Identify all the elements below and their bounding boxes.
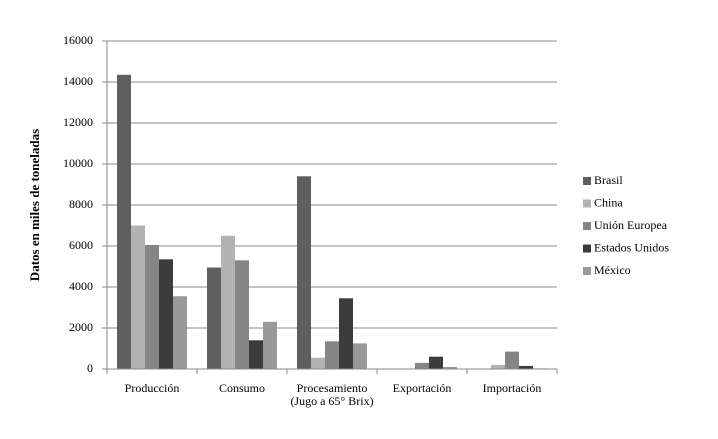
bar — [173, 296, 187, 369]
legend-swatch — [583, 244, 591, 253]
bar — [353, 343, 367, 369]
y-tick-label: 4000 — [69, 279, 93, 293]
y-tick-label: 0 — [87, 361, 93, 375]
bar — [429, 356, 443, 369]
y-tick-label: 16000 — [63, 33, 93, 47]
y-tick-label: 8000 — [69, 197, 93, 211]
bar — [207, 267, 221, 369]
bar — [519, 365, 533, 369]
legend-swatch — [583, 222, 591, 230]
legend-label: China — [594, 195, 623, 209]
bar — [505, 351, 519, 369]
bar — [221, 235, 235, 369]
legend-swatch — [583, 177, 591, 185]
y-axis-title: Datos en miles de toneladas — [27, 129, 42, 281]
y-tick-label: 6000 — [69, 238, 93, 252]
x-tick-label: Consumo — [219, 381, 265, 395]
legend-swatch — [583, 199, 591, 208]
y-tick-label: 12000 — [63, 115, 93, 129]
x-tick-label: Importación — [483, 381, 542, 395]
bar — [263, 321, 277, 369]
bar — [131, 225, 145, 369]
x-tick-label: Producción — [125, 381, 180, 395]
y-tick-label: 14000 — [63, 74, 93, 88]
bar — [443, 366, 457, 369]
x-tick-label: Exportación — [393, 381, 452, 395]
legend-label: Unión Europea — [594, 218, 668, 232]
bar — [235, 260, 249, 369]
bar — [249, 340, 263, 369]
legend-label: México — [594, 263, 631, 277]
bar — [325, 341, 339, 369]
legend-label: Brasil — [594, 173, 623, 187]
x-tick-label: Procesamiento (Jugo a 65° Brix) — [290, 381, 373, 408]
bar — [159, 259, 173, 369]
bar — [297, 176, 311, 369]
y-tick-label: 10000 — [63, 156, 93, 170]
bar — [117, 74, 131, 369]
bar — [415, 362, 429, 369]
legend-swatch — [583, 267, 591, 275]
bar — [311, 357, 325, 369]
legend-label: Estados Unidos — [594, 240, 669, 254]
y-tick-label: 2000 — [69, 320, 93, 334]
bar — [145, 244, 159, 369]
bar — [491, 364, 505, 369]
bar — [339, 298, 353, 369]
